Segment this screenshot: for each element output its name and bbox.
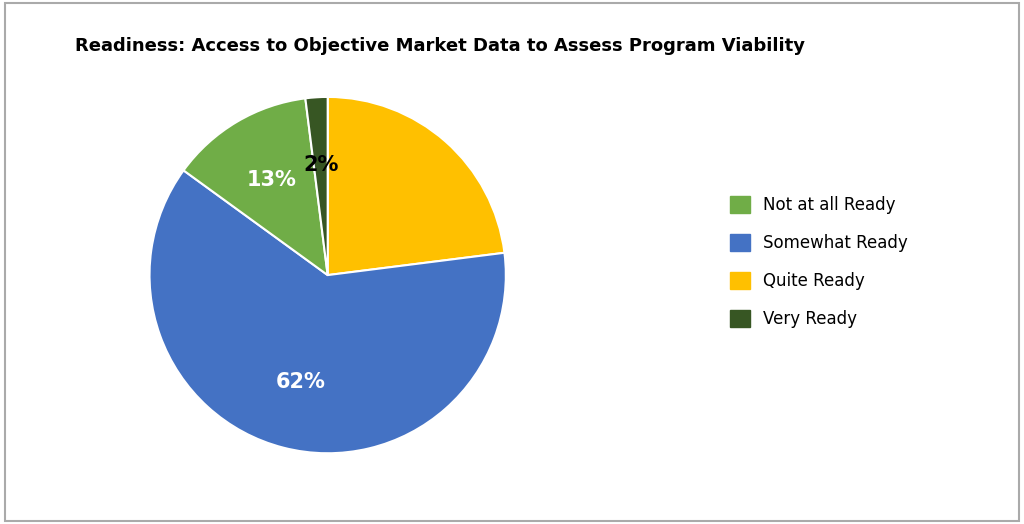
Text: 23%: 23% <box>446 102 497 122</box>
Text: 13%: 13% <box>247 170 296 190</box>
Legend: Not at all Ready, Somewhat Ready, Quite Ready, Very Ready: Not at all Ready, Somewhat Ready, Quite … <box>724 189 914 335</box>
Text: 62%: 62% <box>275 372 326 392</box>
Wedge shape <box>183 99 328 275</box>
Text: 2%: 2% <box>303 155 338 175</box>
Wedge shape <box>150 170 506 453</box>
Wedge shape <box>305 97 328 275</box>
Wedge shape <box>328 97 505 275</box>
Text: Readiness: Access to Objective Market Data to Assess Program Viability: Readiness: Access to Objective Market Da… <box>76 37 805 54</box>
